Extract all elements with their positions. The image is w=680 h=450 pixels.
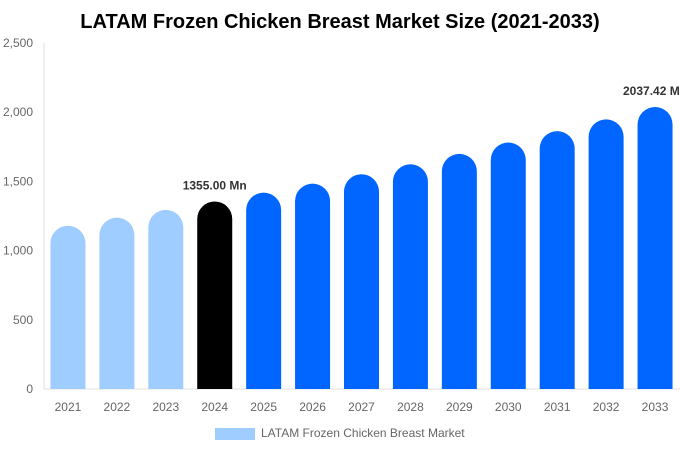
- x-tick-label: 2025: [250, 400, 277, 414]
- legend-swatch: [215, 428, 255, 440]
- bar-2022[interactable]: [99, 217, 135, 389]
- x-tick-label: 2026: [299, 400, 326, 414]
- bar-2026[interactable]: [295, 183, 331, 389]
- legend[interactable]: LATAM Frozen Chicken Breast Market: [215, 426, 465, 440]
- y-tick-label: 1,000: [3, 244, 33, 258]
- x-tick-label: 2032: [593, 400, 620, 414]
- legend-label: LATAM Frozen Chicken Breast Market: [261, 426, 465, 440]
- x-tick-label: 2033: [642, 400, 669, 414]
- bar-2025[interactable]: [246, 192, 282, 389]
- y-tick-label: 500: [13, 313, 33, 327]
- chart-title: LATAM Frozen Chicken Breast Market Size …: [80, 11, 599, 33]
- y-tick-label: 0: [26, 382, 33, 396]
- x-tick-label: 2023: [152, 400, 179, 414]
- y-tick-label: 2,000: [3, 105, 33, 119]
- x-tick-label: 2024: [201, 400, 228, 414]
- x-tick-label: 2027: [348, 400, 375, 414]
- y-tick-label: 1,500: [3, 174, 33, 188]
- x-tick-label: 2030: [495, 400, 522, 414]
- x-tick-label: 2028: [397, 400, 424, 414]
- bar-2033[interactable]: [637, 107, 673, 390]
- bar-2029[interactable]: [441, 153, 477, 389]
- bar-2021[interactable]: [50, 225, 86, 389]
- bar-2031[interactable]: [539, 131, 575, 389]
- bar-2030[interactable]: [490, 142, 526, 389]
- bar-2024[interactable]: [197, 201, 233, 389]
- data-label: 1355.00 Mn: [183, 178, 247, 192]
- x-tick-label: 2022: [104, 400, 131, 414]
- bar-2023[interactable]: [148, 209, 184, 389]
- bar-2027[interactable]: [344, 174, 379, 389]
- x-tick-label: 2021: [55, 400, 82, 414]
- x-tick-label: 2029: [446, 400, 473, 414]
- x-tick-label: 2031: [544, 400, 571, 414]
- bar-2028[interactable]: [392, 164, 428, 389]
- bar-2032[interactable]: [588, 119, 624, 390]
- data-label: 2037.42 Mn: [623, 84, 680, 98]
- y-tick-label: 2,500: [3, 36, 33, 50]
